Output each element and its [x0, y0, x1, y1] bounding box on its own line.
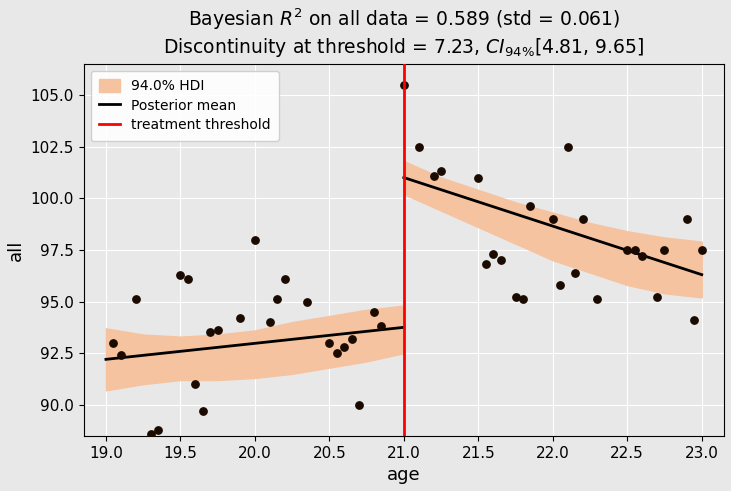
Legend: 94.0% HDI, Posterior mean, treatment threshold: 94.0% HDI, Posterior mean, treatment thr…: [91, 71, 279, 141]
Point: [353, 401, 365, 409]
Point: [636, 252, 648, 260]
Point: [554, 281, 566, 289]
Point: [517, 296, 529, 303]
Point: [197, 407, 208, 415]
Point: [569, 269, 581, 276]
Point: [495, 256, 507, 264]
Point: [376, 323, 387, 330]
Point: [368, 308, 380, 316]
Point: [651, 294, 663, 301]
Point: [428, 171, 439, 179]
Point: [107, 339, 119, 347]
Point: [152, 426, 164, 434]
Title: Bayesian $R^2$ on all data = 0.589 (std = 0.061)
Discontinuity at threshold = 7.: Bayesian $R^2$ on all data = 0.589 (std …: [163, 7, 645, 59]
Point: [249, 236, 261, 244]
Point: [189, 380, 201, 388]
Point: [271, 296, 283, 303]
Point: [562, 143, 574, 151]
Point: [525, 203, 537, 211]
Point: [510, 294, 521, 301]
Point: [621, 246, 633, 254]
X-axis label: age: age: [387, 466, 420, 484]
Point: [182, 275, 194, 283]
Point: [301, 298, 313, 305]
Point: [331, 349, 343, 357]
Point: [338, 343, 350, 351]
Point: [130, 296, 142, 303]
Point: [577, 215, 588, 223]
Point: [435, 167, 447, 175]
Point: [413, 143, 425, 151]
Point: [629, 246, 640, 254]
Point: [234, 314, 246, 322]
Point: [175, 271, 186, 278]
Point: [205, 328, 216, 336]
Point: [472, 174, 484, 182]
Point: [659, 246, 670, 254]
Point: [696, 246, 708, 254]
Point: [115, 351, 126, 359]
Point: [346, 335, 357, 343]
Y-axis label: all: all: [7, 239, 25, 261]
Point: [145, 430, 156, 437]
Point: [212, 327, 224, 334]
Point: [689, 316, 700, 324]
Point: [488, 250, 499, 258]
Point: [264, 318, 276, 326]
Point: [547, 215, 558, 223]
Point: [591, 296, 603, 303]
Point: [324, 339, 336, 347]
Point: [480, 260, 491, 268]
Point: [681, 215, 693, 223]
Point: [398, 81, 409, 88]
Point: [279, 275, 290, 283]
